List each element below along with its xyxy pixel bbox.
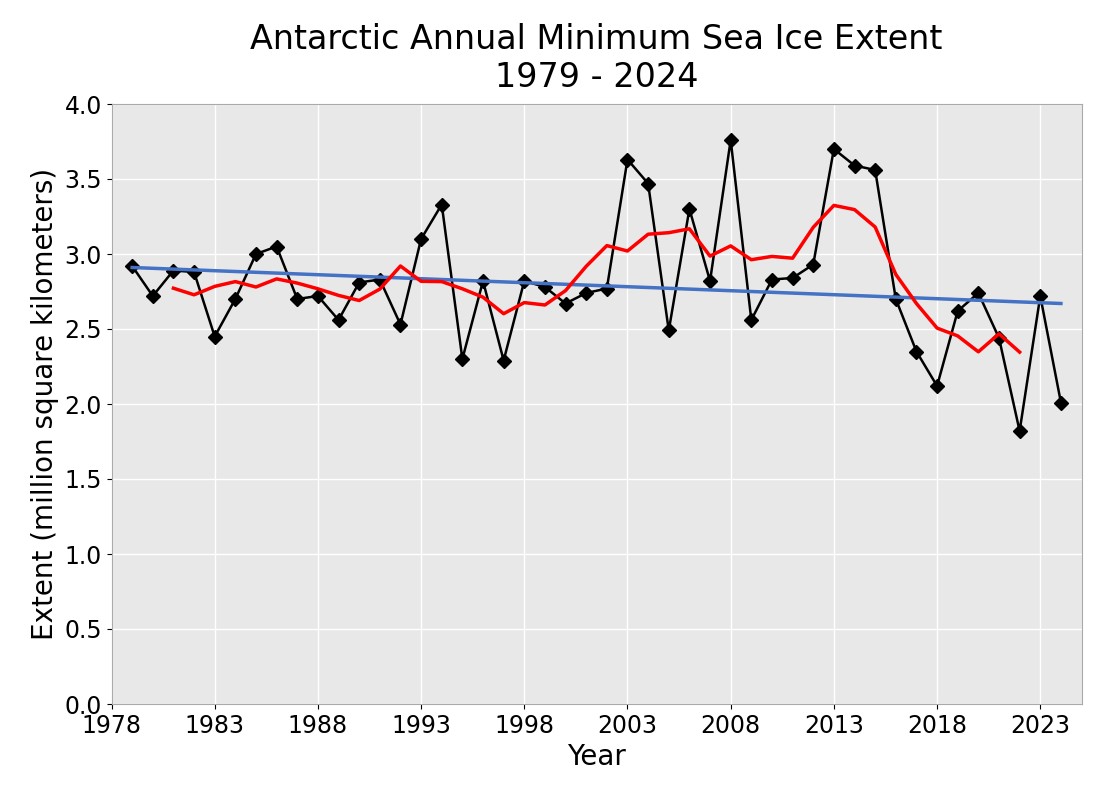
Y-axis label: Extent (million square kilometers): Extent (million square kilometers) xyxy=(30,168,59,640)
X-axis label: Year: Year xyxy=(568,743,626,771)
Title: Antarctic Annual Minimum Sea Ice Extent
1979 - 2024: Antarctic Annual Minimum Sea Ice Extent … xyxy=(251,23,942,94)
